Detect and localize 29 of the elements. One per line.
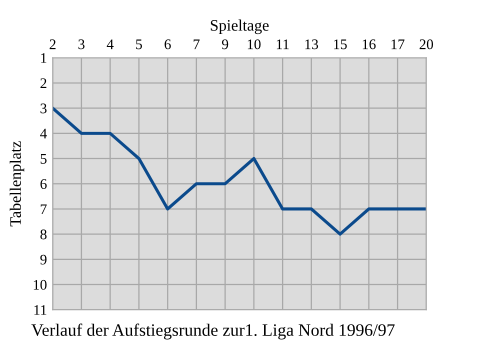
x-tick-label: 3 bbox=[78, 39, 85, 50]
x-tick-label: 17 bbox=[392, 39, 404, 50]
text: Verlauf der Aufstiegsrunde zur1. Liga Nord 1996/97 bbox=[31, 324, 395, 340]
x-tick-label: 6 bbox=[164, 39, 171, 50]
x-tick-label: 15 bbox=[334, 39, 347, 50]
y-tick-label: 5 bbox=[40, 154, 47, 164]
y-tick-label: 11 bbox=[34, 305, 46, 315]
x-tick-label: 10 bbox=[248, 39, 261, 50]
x-tick-label: 5 bbox=[136, 40, 142, 50]
y-tick-label: 2 bbox=[40, 78, 46, 88]
y-tick-label: 4 bbox=[40, 128, 47, 138]
y-tick-label: 8 bbox=[40, 230, 47, 240]
y-tick-label: 7 bbox=[40, 204, 47, 214]
y-tick-label: 1 bbox=[41, 53, 46, 63]
x-axis-title: Spieltage bbox=[210, 20, 269, 34]
x-tick-label: 7 bbox=[194, 40, 200, 50]
x-tick-label: 13 bbox=[305, 39, 318, 50]
x-tick-label: 20 bbox=[420, 39, 434, 50]
x-tick-label: 4 bbox=[106, 39, 114, 50]
line-series bbox=[52, 106, 426, 236]
x-tick-label: 11 bbox=[276, 39, 289, 50]
y-tick-label: 3 bbox=[40, 104, 47, 114]
y-axis-title: Tabellenplatz bbox=[10, 141, 24, 226]
x-tick-label: 16 bbox=[362, 39, 376, 50]
y-tick-label: 9 bbox=[40, 254, 47, 265]
x-tick-label: 2 bbox=[50, 39, 56, 50]
x-tick-label: 9 bbox=[222, 39, 228, 50]
y-tick-label: 10 bbox=[34, 280, 47, 290]
y-tick-label: 6 bbox=[40, 179, 47, 189]
